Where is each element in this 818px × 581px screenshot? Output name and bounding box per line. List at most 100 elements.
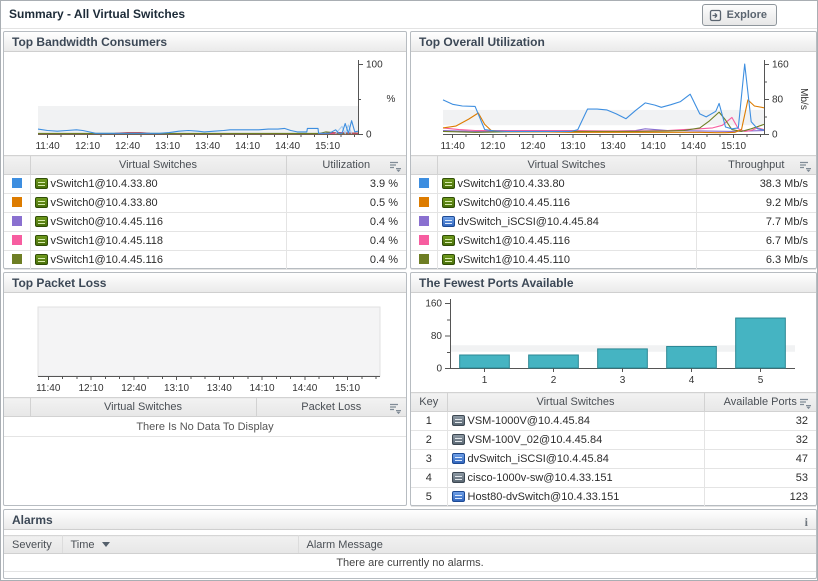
svg-text:11:40: 11:40 [36, 383, 61, 394]
available-ports-value-cell: 32 [704, 411, 816, 431]
bandwidth-table-row[interactable]: vSwitch1@10.4.33.80 3.9 % [4, 174, 406, 194]
vswitch-icon [34, 254, 48, 265]
ports-table-row[interactable]: 2 VSM-100V_02@10.4.45.84 32 [411, 430, 816, 450]
series-color-swatch [418, 216, 429, 226]
virtual-switch-name-cell[interactable]: vSwitch1@10.4.33.80 [437, 174, 697, 194]
virtual-switch-name-cell[interactable]: VSM-100V_02@10.4.45.84 [447, 430, 705, 450]
key-cell: 4 [411, 468, 448, 488]
vswitch-icon [451, 472, 465, 483]
table-customizer-icon[interactable] [389, 160, 402, 173]
bandwidth-table-row[interactable]: vSwitch0@10.4.33.80 0.5 % [4, 193, 406, 213]
table-customizer-icon[interactable] [389, 402, 402, 415]
vswitch-icon [441, 197, 455, 208]
bandwidth-table-row[interactable]: vSwitch1@10.4.45.118 0.4 % [4, 231, 406, 251]
virtual-switches-column-header[interactable]: Virtual Switches [30, 155, 287, 175]
utilization-table-header-row: Virtual Switches Throughput [411, 155, 816, 175]
svg-text:14:40: 14:40 [681, 141, 706, 152]
utilization-column-header[interactable]: Utilization [286, 155, 406, 175]
svg-text:100: 100 [366, 60, 383, 71]
svg-text:15:10: 15:10 [335, 383, 360, 394]
svg-text:5: 5 [758, 375, 764, 386]
available-ports-column-header[interactable]: Available Ports [704, 392, 816, 412]
series-color-swatch [11, 216, 22, 226]
vswitch-icon [34, 197, 48, 208]
virtual-switch-name-cell[interactable]: vSwitch1@10.4.45.118 [30, 231, 287, 251]
throughput-column-header[interactable]: Throughput [696, 155, 816, 175]
no-data-message: There Is No Data To Display [4, 416, 406, 437]
legend-swatch-cell [411, 174, 438, 194]
virtual-switch-name-cell[interactable]: Host80-dvSwitch@10.4.33.151 [447, 487, 705, 507]
ports-table-row[interactable]: 5 Host80-dvSwitch@10.4.33.151 123 [411, 487, 816, 507]
severity-column-header[interactable]: Severity [4, 535, 63, 554]
packet-loss-column-header[interactable]: Packet Loss [256, 397, 406, 417]
legend-color-column-header [4, 155, 31, 175]
alarms-table-header-row: Severity Time Alarm Message [4, 535, 816, 554]
svg-text:12:10: 12:10 [480, 141, 505, 152]
panel-top-bandwidth-consumers: Top Bandwidth Consumers 11:40 12:10 12:40 1… [3, 31, 407, 270]
table-customizer-icon[interactable] [799, 397, 812, 410]
utilization-table-row[interactable]: vSwitch1@10.4.33.80 38.3 Mb/s [411, 174, 816, 194]
svg-text:80: 80 [772, 95, 784, 106]
vswitch-icon [451, 434, 465, 445]
virtual-switch-name-cell[interactable]: vSwitch1@10.4.33.80 [30, 174, 287, 194]
ports-table-row[interactable]: 4 cisco-1000v-sw@10.4.33.151 53 [411, 468, 816, 488]
series-color-swatch [11, 235, 22, 245]
explore-button[interactable]: Explore [701, 4, 777, 26]
bandwidth-table-row[interactable]: vSwitch0@10.4.45.116 0.4 % [4, 212, 406, 232]
svg-text:%: % [387, 94, 396, 105]
key-cell: 3 [411, 449, 448, 469]
virtual-switches-column-header[interactable]: Virtual Switches [437, 155, 697, 175]
virtual-switch-name-cell[interactable]: vSwitch1@10.4.45.116 [437, 231, 697, 251]
virtual-switch-name-cell[interactable]: vSwitch1@10.4.45.116 [30, 250, 287, 270]
virtual-switch-name-cell[interactable]: vSwitch0@10.4.45.116 [30, 212, 287, 232]
virtual-switch-name-cell[interactable]: vSwitch0@10.4.45.116 [437, 193, 697, 213]
virtual-switches-column-header[interactable]: Virtual Switches [447, 392, 705, 412]
ports-table-row[interactable]: 1 VSM-1000V@10.4.45.84 32 [411, 411, 816, 431]
key-column-header[interactable]: Key [411, 392, 448, 412]
series-color-swatch [418, 254, 429, 264]
svg-text:1: 1 [482, 375, 488, 386]
virtual-switch-name-cell[interactable]: cisco-1000v-sw@10.4.33.151 [447, 468, 705, 488]
virtual-switch-name-cell[interactable]: dvSwitch_iSCSI@10.4.45.84 [437, 212, 697, 232]
svg-text:12:40: 12:40 [520, 141, 545, 152]
series-color-swatch [418, 178, 429, 188]
utilization-table-row[interactable]: vSwitch0@10.4.45.116 9.2 Mb/s [411, 193, 816, 213]
page-title: Summary - All Virtual Switches [9, 7, 186, 21]
virtual-switch-name-cell[interactable]: vSwitch0@10.4.33.80 [30, 193, 287, 213]
virtual-switches-column-header[interactable]: Virtual Switches [30, 397, 257, 417]
vswitch-icon [451, 453, 465, 464]
utilization-table-row[interactable]: vSwitch1@10.4.45.116 6.7 Mb/s [411, 231, 816, 251]
series-color-swatch [11, 178, 22, 188]
alarm-message-column-header[interactable]: Alarm Message [298, 535, 816, 554]
ports-table-row[interactable]: 3 dvSwitch_iSCSI@10.4.45.84 47 [411, 449, 816, 469]
svg-text:13:40: 13:40 [601, 141, 626, 152]
svg-text:13:10: 13:10 [164, 383, 189, 394]
ports-bar-chart: 1 2 3 4 5 0 80 160 [411, 293, 816, 392]
virtual-switch-name-cell[interactable]: dvSwitch_iSCSI@10.4.45.84 [447, 449, 705, 469]
svg-text:15:10: 15:10 [315, 141, 340, 152]
throughput-value-cell: 7.7 Mb/s [696, 212, 816, 232]
panel-top-overall-utilization: Top Overall Utilization 11:40 12:10 12:40 1… [410, 31, 817, 270]
time-column-header[interactable]: Time [62, 535, 299, 554]
utilization-table-row[interactable]: dvSwitch_iSCSI@10.4.45.84 7.7 Mb/s [411, 212, 816, 232]
virtual-switch-name-cell[interactable]: VSM-1000V@10.4.45.84 [447, 411, 705, 431]
svg-text:0: 0 [366, 130, 372, 141]
table-customizer-icon[interactable] [799, 160, 812, 173]
svg-text:4: 4 [689, 375, 695, 386]
panel-title-alarms: Alarms i [4, 510, 816, 530]
svg-text:14:10: 14:10 [249, 383, 274, 394]
alarms-table: Severity Time Alarm Message There are cu… [4, 535, 816, 572]
legend-swatch-cell [411, 231, 438, 251]
vswitch-icon [34, 216, 48, 227]
no-alarms-message: There are currently no alarms. [4, 553, 816, 572]
throughput-value-cell: 6.3 Mb/s [696, 250, 816, 270]
svg-text:14:40: 14:40 [292, 383, 317, 394]
bandwidth-table-row[interactable]: vSwitch1@10.4.45.116 0.4 % [4, 250, 406, 270]
vswitch-icon [441, 178, 455, 189]
svg-text:13:40: 13:40 [207, 383, 232, 394]
key-cell: 5 [411, 487, 448, 507]
utilization-table-row[interactable]: vSwitch1@10.4.45.110 6.3 Mb/s [411, 250, 816, 270]
virtual-switch-name-cell[interactable]: vSwitch1@10.4.45.110 [437, 250, 697, 270]
legend-swatch-cell [4, 193, 31, 213]
info-icon[interactable]: i [804, 515, 808, 529]
